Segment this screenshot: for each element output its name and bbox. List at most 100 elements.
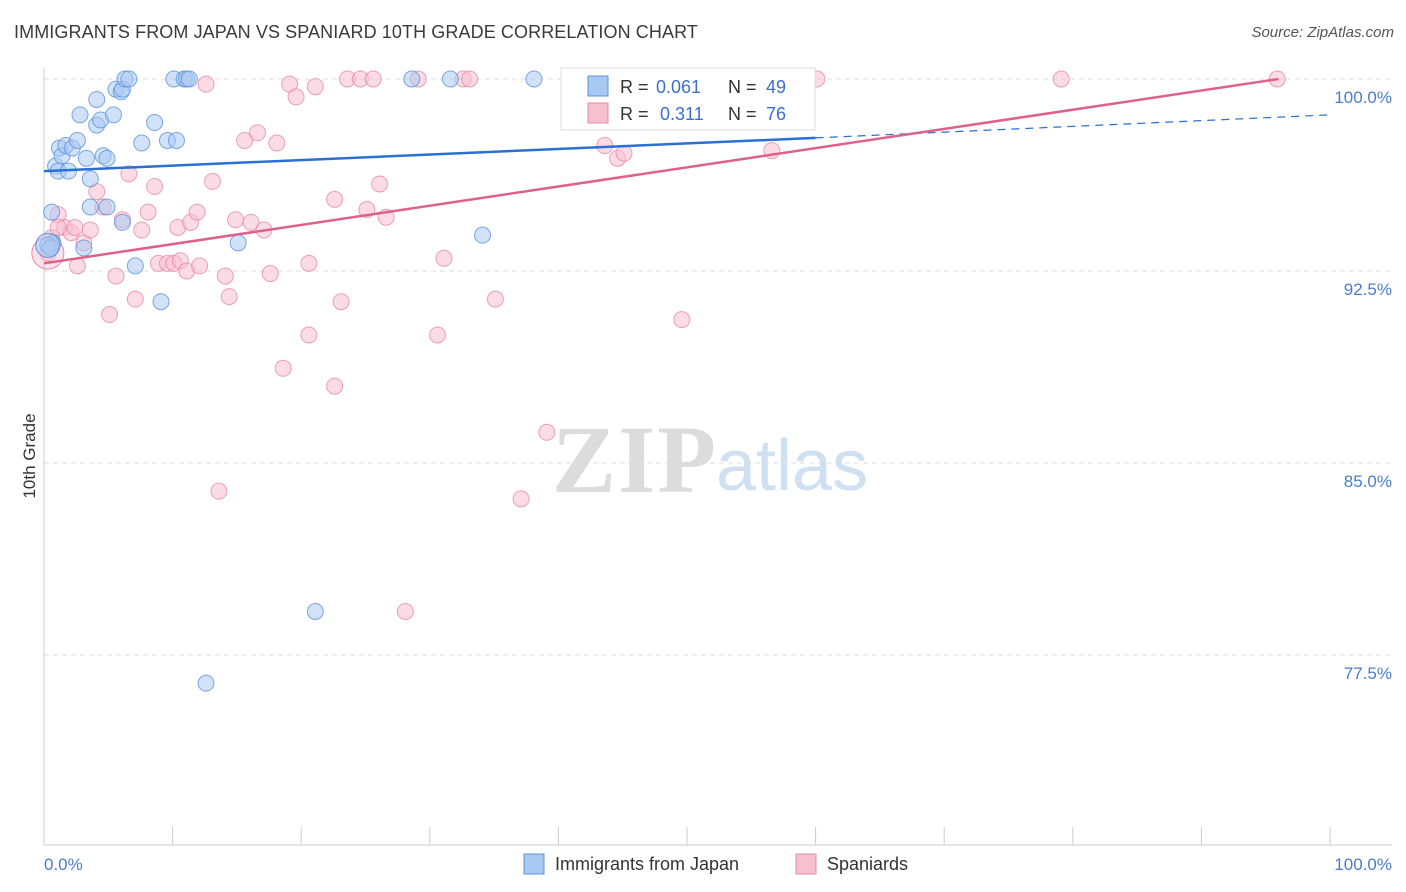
spaniards-point xyxy=(188,203,206,221)
trend-lines xyxy=(43,77,1331,265)
japan-point xyxy=(104,106,122,124)
bottom-legend-swatch-spain xyxy=(795,853,817,875)
spaniards-point xyxy=(66,218,84,236)
japan-point xyxy=(43,203,61,221)
y-tick-labels: 100.0% 92.5% 85.0% 77.5% xyxy=(1334,88,1392,683)
spaniards-point xyxy=(227,211,245,229)
spaniards-point xyxy=(326,190,344,208)
japan-cluster-point xyxy=(35,232,61,258)
spaniards-point xyxy=(236,131,254,149)
japan-point xyxy=(68,131,86,149)
japan-point xyxy=(152,293,170,311)
spaniards-point xyxy=(287,88,305,106)
y-tick-label: 100.0% xyxy=(1334,88,1392,107)
spaniards-point xyxy=(364,70,382,88)
legend-swatch-spain xyxy=(587,102,609,124)
spaniards-point xyxy=(396,602,414,620)
spaniards-point xyxy=(248,124,266,142)
spaniards-point xyxy=(203,172,221,190)
spaniards-point xyxy=(191,257,209,275)
japan-point xyxy=(180,70,198,88)
spaniards-point xyxy=(306,78,324,96)
spaniards-point xyxy=(274,359,292,377)
legend-spain-r-value: 0.311 xyxy=(660,104,704,124)
spaniards-point xyxy=(673,311,691,329)
spaniards-point xyxy=(210,482,228,500)
bottom-legend-label-spain: Spaniards xyxy=(827,854,908,874)
y-tick-label: 92.5% xyxy=(1344,280,1392,299)
y-tick-label: 77.5% xyxy=(1344,664,1392,683)
spaniards-point xyxy=(371,175,389,193)
grid-lines xyxy=(44,78,1392,656)
japan-point xyxy=(98,149,116,167)
spaniards-point xyxy=(615,144,633,162)
legend-japan-r-label: R = xyxy=(620,77,649,97)
japan-point xyxy=(133,134,151,152)
axes xyxy=(43,68,1392,846)
chart-title: IMMIGRANTS FROM JAPAN VS SPANIARD 10TH G… xyxy=(14,22,698,42)
japan-point xyxy=(88,90,106,108)
spaniards-point xyxy=(332,293,350,311)
japan-point xyxy=(120,70,138,88)
spaniards-point xyxy=(429,326,447,344)
source-label: Source: ZipAtlas.com xyxy=(1251,24,1394,41)
spaniards-point xyxy=(107,267,125,285)
spaniards-point xyxy=(139,203,157,221)
japan-point xyxy=(71,106,89,124)
bottom-legend-swatch-japan xyxy=(523,853,545,875)
spaniards-point xyxy=(268,134,286,152)
y-tick-label: 85.0% xyxy=(1344,472,1392,491)
spaniards-point xyxy=(120,165,138,183)
stats-legend: R = 0.061 N = 49 R = 0.311 N = 76 xyxy=(560,67,816,131)
japan-point xyxy=(98,198,116,216)
legend-spain-n-value: 76 xyxy=(766,104,786,124)
spaniards-point xyxy=(133,221,151,239)
spaniards-point xyxy=(461,70,479,88)
legend-spain-r-label: R = xyxy=(620,104,649,124)
japan-point xyxy=(126,257,144,275)
spaniards-point xyxy=(486,290,504,308)
legend-swatch-japan xyxy=(587,75,609,97)
japan-point xyxy=(81,170,99,188)
japan-point xyxy=(81,198,99,216)
spaniards-point xyxy=(220,288,238,306)
spaniards-point xyxy=(261,265,279,283)
japan-point xyxy=(306,602,324,620)
series-spaniards xyxy=(31,70,1286,620)
x-ticks xyxy=(43,827,1331,845)
spaniards-point xyxy=(146,178,164,196)
spaniards-point xyxy=(300,254,318,272)
spaniards-point xyxy=(101,306,119,324)
spaniards-point xyxy=(49,218,67,236)
japan-point xyxy=(197,674,215,692)
bottom-legend-label-japan: Immigrants from Japan xyxy=(555,854,739,874)
watermark-zip: ZIP xyxy=(552,406,718,513)
legend-japan-r-value: 0.061 xyxy=(656,77,701,97)
spaniards-point xyxy=(326,377,344,395)
japan-point xyxy=(403,70,421,88)
spaniards-point xyxy=(435,249,453,267)
spaniards-point xyxy=(300,326,318,344)
legend-japan-n-value: 49 xyxy=(766,77,786,97)
legend-spain-n-label: N = xyxy=(728,104,757,124)
japan-trend-extension xyxy=(815,114,1331,139)
japan-point xyxy=(146,114,164,132)
x-tick-label-start: 0.0% xyxy=(44,855,83,874)
japan-point xyxy=(75,239,93,257)
spaniards-point xyxy=(197,75,215,93)
watermark-atlas: atlas xyxy=(716,426,868,506)
japan-point xyxy=(113,213,131,231)
japan-point xyxy=(77,149,95,167)
spaniards-point xyxy=(216,267,234,285)
spaniards-point xyxy=(512,490,530,508)
japan-point xyxy=(167,131,185,149)
japan-trend-line xyxy=(43,136,816,173)
japan-point xyxy=(525,70,543,88)
x-tick-label-end: 100.0% xyxy=(1334,855,1392,874)
japan-point xyxy=(229,234,247,252)
series-japan xyxy=(35,70,742,692)
spaniards-point xyxy=(242,213,260,231)
spaniards-point xyxy=(81,221,99,239)
spaniards-point xyxy=(126,290,144,308)
